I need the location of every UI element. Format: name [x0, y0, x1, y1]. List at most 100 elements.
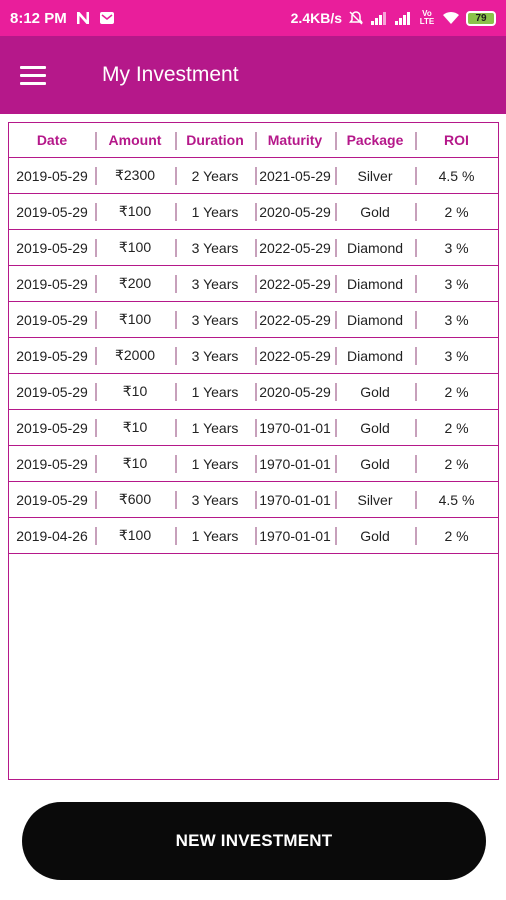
network-speed: 2.4KB/s [290, 10, 342, 26]
cell-maturity: 2022-05-29 [255, 338, 335, 373]
cell-roi: 4.5 % [415, 482, 498, 517]
cell-package: Diamond [335, 230, 415, 265]
cell-amount: ₹10 [95, 374, 175, 409]
cell-package: Silver [335, 158, 415, 193]
cell-date: 2019-05-29 [16, 419, 88, 436]
table-row[interactable]: 2019-05-29 ₹200 3 Years 2022-05-29 Diamond 3 … [9, 266, 498, 302]
cell-roi: 3 % [415, 266, 498, 301]
cell-amount: ₹200 [95, 266, 175, 301]
signal-icon [394, 11, 412, 25]
page-title: My Investment [102, 63, 239, 86]
cell-package: Gold [335, 194, 415, 229]
cell-roi: 2 % [415, 374, 498, 409]
cell-maturity: 2020-05-29 [255, 194, 335, 229]
cell-amount: ₹10 [95, 446, 175, 481]
table-row[interactable]: 2019-05-29 ₹10 1 Years 2020-05-29 Gold 2 % [9, 374, 498, 410]
column-header-roi: ROI [415, 123, 498, 157]
wifi-icon [442, 11, 460, 25]
table-row[interactable]: 2019-05-29 ₹2300 2 Years 2021-05-29 Silver 4.… [9, 158, 498, 194]
cell-duration: 1 Years [175, 410, 255, 445]
column-header-duration: Duration [175, 123, 255, 157]
table-row[interactable]: 2019-05-29 ₹10 1 Years 1970-01-01 Gold 2 % [9, 410, 498, 446]
cell-date: 2019-05-29 [16, 167, 88, 184]
cell-duration: 1 Years [175, 374, 255, 409]
table-row[interactable]: 2019-05-29 ₹600 3 Years 1970-01-01 Silver 4.5… [9, 482, 498, 518]
mute-icon [348, 10, 364, 26]
cell-date: 2019-05-29 [16, 491, 88, 508]
table-row[interactable]: 2019-05-29 ₹100 3 Years 2022-05-29 Diamond 3 … [9, 302, 498, 338]
mail-icon [99, 11, 115, 25]
cell-maturity: 2022-05-29 [255, 230, 335, 265]
cell-roi: 4.5 % [415, 158, 498, 193]
cell-maturity: 2022-05-29 [255, 302, 335, 337]
cell-duration: 1 Years [175, 446, 255, 481]
cell-maturity: 2021-05-29 [255, 158, 335, 193]
cell-duration: 3 Years [175, 230, 255, 265]
cell-amount: ₹2300 [95, 158, 175, 193]
cell-roi: 3 % [415, 302, 498, 337]
signal-icon [370, 11, 388, 25]
cell-duration: 3 Years [175, 302, 255, 337]
cell-duration: 3 Years [175, 338, 255, 373]
table-row[interactable]: 2019-05-29 ₹10 1 Years 1970-01-01 Gold 2 % [9, 446, 498, 482]
cell-date: 2019-05-29 [16, 311, 88, 328]
new-investment-button[interactable]: NEW INVESTMENT [22, 802, 486, 880]
cell-roi: 3 % [415, 230, 498, 265]
cell-duration: 1 Years [175, 518, 255, 553]
cell-amount: ₹100 [95, 194, 175, 229]
cell-amount: ₹100 [95, 302, 175, 337]
cell-package: Gold [335, 374, 415, 409]
cell-roi: 2 % [415, 518, 498, 553]
cell-date: 2019-05-29 [16, 239, 88, 256]
cell-amount: ₹2000 [95, 338, 175, 373]
cell-roi: 3 % [415, 338, 498, 373]
cell-amount: ₹100 [95, 518, 175, 553]
app-bar: My Investment [0, 36, 506, 114]
column-header-amount: Amount [95, 123, 175, 157]
cell-date: 2019-05-29 [16, 455, 88, 472]
cell-amount: ₹600 [95, 482, 175, 517]
cell-roi: 2 % [415, 194, 498, 229]
column-header-maturity: Maturity [255, 123, 335, 157]
cell-duration: 3 Years [175, 266, 255, 301]
status-time: 8:12 PM [10, 9, 67, 27]
volte-icon: Vo LTE [419, 9, 435, 26]
cell-duration: 3 Years [175, 482, 255, 517]
cell-date: 2019-05-29 [16, 347, 88, 364]
cell-date: 2019-04-26 [16, 527, 88, 544]
cell-package: Silver [335, 482, 415, 517]
cell-package: Diamond [335, 302, 415, 337]
cell-package: Diamond [335, 266, 415, 301]
cell-amount: ₹10 [95, 410, 175, 445]
cell-package: Gold [335, 410, 415, 445]
battery-icon: 79 [466, 10, 496, 26]
cell-package: Gold [335, 446, 415, 481]
table-row[interactable]: 2019-05-29 ₹2000 3 Years 2022-05-29 Diamond 3… [9, 338, 498, 374]
cell-duration: 2 Years [175, 158, 255, 193]
cell-package: Gold [335, 518, 415, 553]
table-row[interactable]: 2019-05-29 ₹100 3 Years 2022-05-29 Diamond 3 … [9, 230, 498, 266]
cell-maturity: 2022-05-29 [255, 266, 335, 301]
cell-package: Diamond [335, 338, 415, 373]
hamburger-menu-icon[interactable] [20, 55, 60, 95]
cell-maturity: 1970-01-01 [255, 446, 335, 481]
cell-maturity: 1970-01-01 [255, 518, 335, 553]
cell-roi: 2 % [415, 410, 498, 445]
cell-maturity: 1970-01-01 [255, 410, 335, 445]
cell-date: 2019-05-29 [16, 203, 88, 220]
investment-table: Date Amount Duration Maturity Package RO… [8, 122, 499, 780]
column-header-date: Date [36, 132, 68, 148]
column-header-package: Package [335, 123, 415, 157]
cell-maturity: 1970-01-01 [255, 482, 335, 517]
cell-maturity: 2020-05-29 [255, 374, 335, 409]
table-row[interactable]: 2019-04-26 ₹100 1 Years 1970-01-01 Gold 2 % [9, 518, 498, 554]
table-row[interactable]: 2019-05-29 ₹100 1 Years 2020-05-29 Gold 2 % [9, 194, 498, 230]
cell-date: 2019-05-29 [16, 275, 88, 292]
cell-roi: 2 % [415, 446, 498, 481]
table-header: Date Amount Duration Maturity Package RO… [9, 123, 498, 158]
status-bar: 8:12 PM 2.4KB/s Vo LTE 79 [0, 0, 506, 36]
cell-duration: 1 Years [175, 194, 255, 229]
n-notification-icon [75, 11, 91, 25]
cell-date: 2019-05-29 [16, 383, 88, 400]
cell-amount: ₹100 [95, 230, 175, 265]
